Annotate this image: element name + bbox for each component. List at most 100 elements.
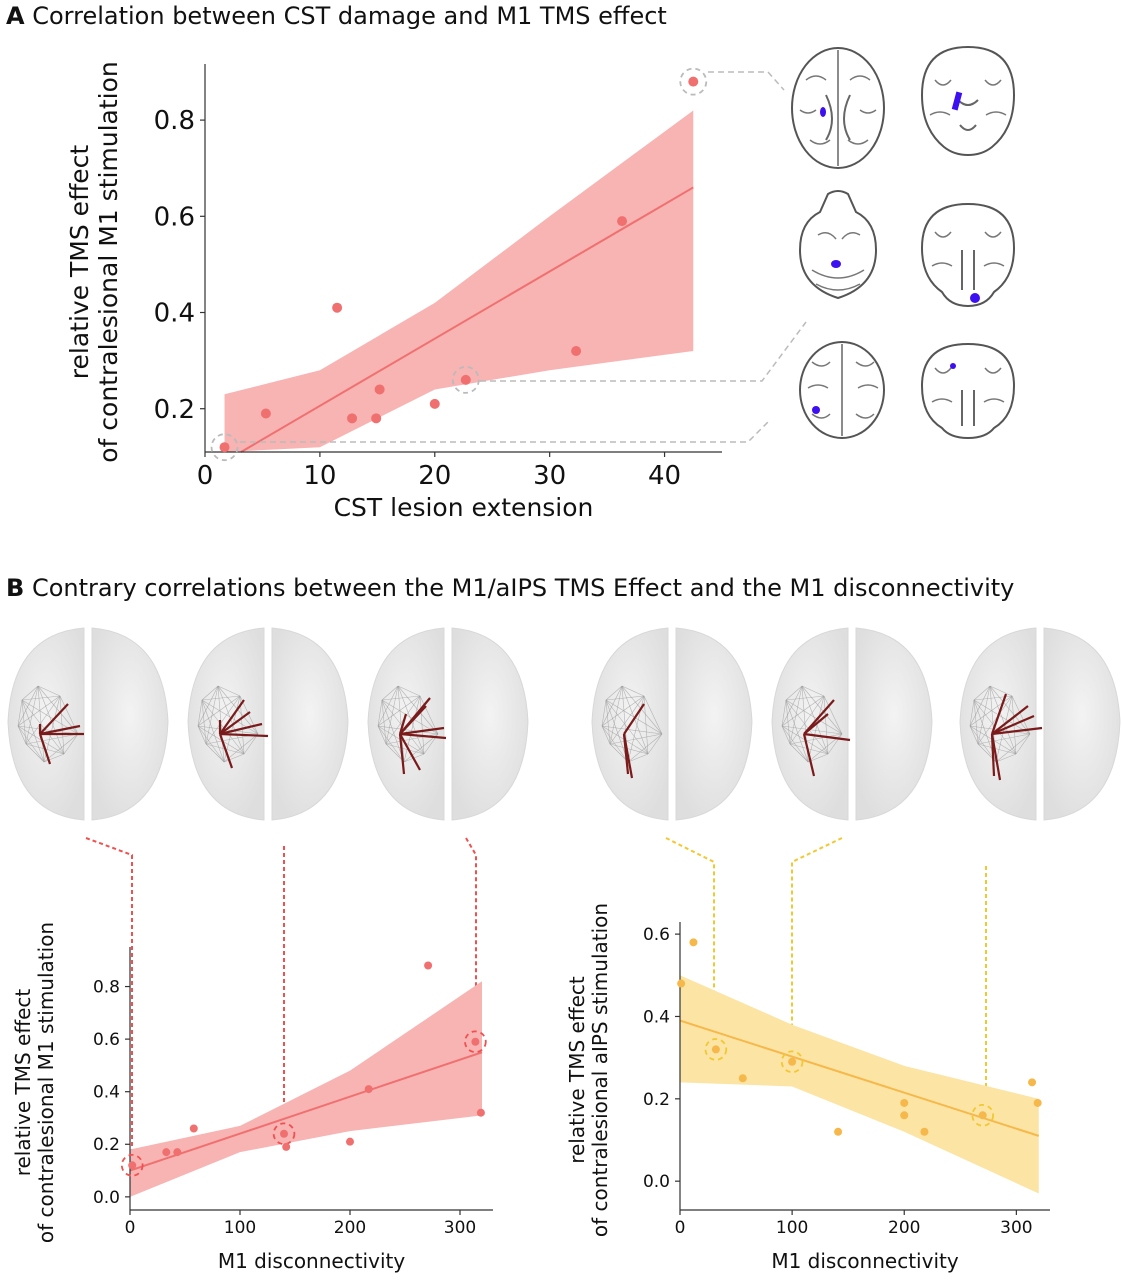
x-tick-label: 0 [197,461,214,491]
connectivity-brain [187,627,349,821]
data-point [189,1124,198,1133]
panel-a-letter: A [6,2,25,30]
coronal-slice-1 [920,45,1016,157]
panel-b-title: B Contrary correlations between the M1/a… [6,574,1014,602]
data-point [332,302,343,313]
data-point [282,1142,291,1151]
data-point [617,216,628,227]
data-point [128,1161,137,1170]
highlight-ring [780,1050,804,1074]
data-point [346,1137,354,1146]
y-tick-label: 0.4 [93,1083,120,1103]
chart-a: 0 10 20 30 40 0.2 0.4 0.6 0.8 CST lesion extensio… [65,61,722,522]
x-tick-label: 100 [224,1218,256,1238]
lesion-marker [950,363,956,369]
x-tick-label: 20 [418,461,451,491]
data-point [476,1108,485,1117]
confidence-band [680,975,1039,1194]
y-axis-label: of contralesional aIPS stimulation [588,903,612,1237]
data-point [173,1148,182,1157]
coronal-slice-2 [920,202,1016,308]
regression-line [240,186,694,453]
connectivity-brain [771,627,933,821]
data-point [374,384,385,395]
data-point [471,1037,480,1046]
chart-b-left: 0 100 200 300 0.0 0.2 0.4 0.6 0.8 M1 disconnectiv… [11,922,493,1273]
data-point [688,76,699,87]
highlight-ring [272,1122,296,1146]
y-tick-label: 0.4 [643,1007,670,1027]
x-tick-label: 30 [533,461,566,491]
regression-line [129,1051,483,1172]
y-tick-label: 0.2 [643,1090,670,1110]
y-tick-label: 0.0 [93,1188,120,1208]
y-axis-label: relative TMS effect [565,976,589,1164]
x-axis-label: M1 disconnectivity [771,1249,959,1273]
lesion-marker [831,260,841,268]
x-tick-label: 10 [303,461,336,491]
y-tick-label: 0.4 [154,299,195,329]
x-tick-label: 200 [888,1218,920,1238]
x-axis-label: M1 disconnectivity [218,1249,406,1273]
data-point [1028,1078,1037,1087]
panel-a-title: A Correlation between CST damage and M1 … [6,2,667,30]
data-point [738,1074,747,1083]
y-tick-label: 0.6 [154,202,195,232]
highlight-ring [704,1038,728,1061]
y-tick-label: 0.8 [93,977,120,997]
x-tick-label: 40 [648,461,681,491]
data-point [689,938,698,947]
y-tick-label: 0.6 [643,925,670,945]
x-tick-label: 0 [675,1218,686,1238]
y-axis-label: relative TMS effect [65,145,94,380]
axial-slice-1 [791,47,885,169]
y-tick-label: 0.8 [154,106,195,136]
confidence-band [224,110,694,452]
data-point [424,961,433,970]
connectivity-brain [959,627,1121,821]
data-point [920,1127,929,1136]
connectivity-brains [7,627,1121,821]
x-tick-label: 300 [1000,1218,1032,1238]
x-axis-label: CST lesion extension [334,493,594,522]
data-point [571,345,582,356]
y-axis-label: relative TMS effect [11,989,35,1177]
highlight-ring [210,433,239,462]
data-point [978,1111,987,1120]
highlight-ring [679,67,708,96]
connectivity-brain [591,627,753,821]
y-axis-label: of contralesional M1 stimulation [34,922,58,1243]
connectivity-brain [367,627,529,821]
connectivity-brain [7,627,169,821]
data-point [219,442,230,453]
panel-b-letter: B [6,574,25,602]
lesion-marker [970,293,980,303]
highlight-ring [451,365,480,394]
axial-slice-2 [798,190,878,300]
lesion-marker [820,107,826,117]
data-point [260,408,271,419]
data-point [364,1085,373,1094]
data-point [347,413,358,424]
data-point [900,1111,909,1120]
data-point [711,1045,720,1054]
x-tick-label: 100 [776,1218,808,1238]
confidence-band [130,981,482,1197]
y-axis-label: of contralesional M1 stimulation [94,61,123,463]
y-tick-label: 0.2 [93,1135,120,1155]
data-point [429,398,440,409]
panel-b-connectors [85,837,987,1160]
data-point [280,1129,288,1138]
x-tick-label: 300 [444,1218,476,1238]
data-point [900,1098,909,1107]
axial-slice-3 [799,341,885,439]
brain-slices [791,45,1016,440]
lesion-marker [951,91,963,111]
data-point [162,1148,171,1157]
panel-a-title-text: Correlation between CST damage and M1 TM… [32,2,667,30]
data-point [834,1127,843,1136]
data-point [677,979,686,988]
panel-b-title-text: Contrary correlations between the M1/aIP… [31,574,1015,602]
x-tick-label: 200 [334,1218,366,1238]
